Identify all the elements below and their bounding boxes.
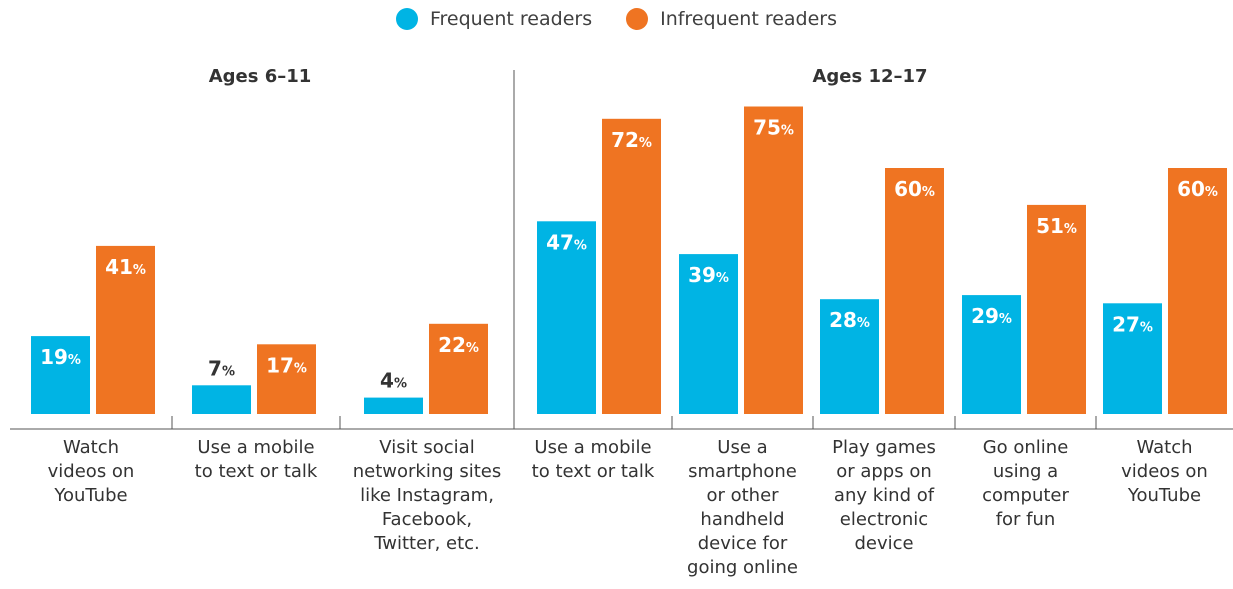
group-title-ages-12-17: Ages 12–17: [812, 66, 928, 87]
bar-frequent-5: [679, 254, 738, 414]
data-label-frequent-7: 29%: [971, 304, 1012, 328]
bar-frequent-4: [537, 221, 596, 414]
legend: Frequent readers Infrequent readers: [0, 8, 1233, 30]
data-label-infrequent-4: 72%: [611, 128, 652, 152]
data-label-frequent-2: 7%: [208, 356, 235, 380]
data-label-frequent-4: 47%: [546, 230, 587, 254]
legend-swatch-frequent: [395, 8, 418, 30]
bar-infrequent-7: [1027, 204, 1086, 414]
category-label-6: Play games or apps on any kind of electr…: [832, 437, 936, 554]
bar-infrequent-4: [602, 118, 661, 415]
bar-frequent-1: [31, 336, 90, 414]
bar-infrequent-8: [1168, 168, 1227, 414]
legend-swatch-infrequent: [626, 8, 649, 30]
data-label-frequent-3: 4%: [380, 369, 407, 393]
category-label-1: Watch videos on YouTube: [47, 437, 135, 506]
data-label-infrequent-1: 41%: [105, 255, 146, 279]
bar-infrequent-5: [744, 106, 803, 414]
legend-item-infrequent: Infrequent readers: [626, 8, 837, 30]
category-label-8: Watch videos on YouTube: [1121, 437, 1208, 506]
bar-frequent-3: [364, 397, 423, 414]
data-label-infrequent-8: 60%: [1177, 177, 1218, 201]
data-label-infrequent-2: 17%: [266, 353, 307, 377]
data-label-infrequent-7: 51%: [1036, 214, 1077, 238]
group-title-ages-6-11: Ages 6–11: [208, 66, 312, 87]
category-label-4: Use a mobile to text or talk: [531, 437, 655, 482]
bar-frequent-8: [1103, 303, 1162, 414]
data-label-infrequent-6: 60%: [894, 177, 935, 201]
data-label-frequent-1: 19%: [40, 345, 81, 369]
legend-label-infrequent: Infrequent readers: [660, 8, 838, 30]
bar-infrequent-3: [429, 323, 488, 414]
category-label-7: Go online using a computer for fun: [982, 437, 1069, 530]
bar-infrequent-2: [257, 344, 316, 414]
bar-infrequent-1: [96, 245, 155, 414]
category-label-3: Visit social networking sites like Insta…: [352, 437, 502, 554]
data-label-frequent-6: 28%: [829, 308, 870, 332]
bar-frequent-2: [192, 385, 251, 414]
data-label-infrequent-3: 22%: [438, 333, 479, 357]
legend-label-frequent: Frequent readers: [429, 8, 593, 30]
data-label-infrequent-5: 75%: [753, 116, 794, 140]
data-label-frequent-5: 39%: [688, 263, 729, 287]
bar-frequent-6: [820, 299, 879, 414]
category-label-2: Use a mobile to text or talk: [194, 437, 318, 482]
bar-frequent-7: [962, 295, 1021, 414]
category-label-5: Use a smartphone or other handheld devic…: [687, 437, 798, 578]
data-label-frequent-8: 27%: [1112, 312, 1153, 336]
legend-item-frequent: Frequent readers: [395, 8, 593, 30]
bar-infrequent-6: [885, 168, 944, 414]
